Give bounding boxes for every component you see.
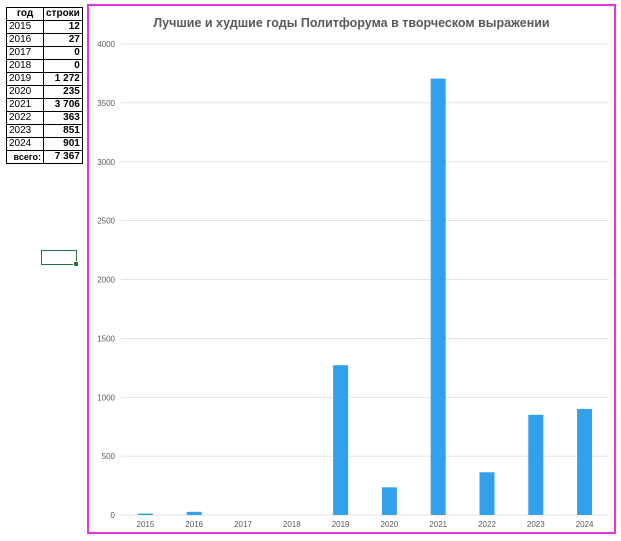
bar-2016[interactable] [186, 511, 202, 515]
selected-cell[interactable] [41, 250, 79, 267]
y-tick-label: 500 [102, 452, 116, 461]
table-row: 2020 235 [6, 85, 83, 99]
x-tick-label: 2015 [137, 520, 155, 529]
year-cell[interactable]: 2024 [6, 137, 44, 151]
y-tick-label: 1000 [97, 393, 115, 402]
table-row: 2018 0 [6, 59, 83, 73]
table-row: 2019 1 272 [6, 72, 83, 86]
year-cell[interactable]: 2023 [6, 124, 44, 138]
bar-2015[interactable] [137, 513, 153, 515]
x-tick-label: 2019 [332, 520, 350, 529]
table-row: 2024 901 [6, 137, 83, 151]
bar-2022[interactable] [479, 472, 495, 515]
chart-title: Лучшие и худшие годы Политфорума в творч… [153, 16, 550, 30]
table-row: 2023 851 [6, 124, 83, 138]
x-tick-label: 2023 [527, 520, 545, 529]
gridlines [121, 43, 609, 516]
x-axis-labels: 2015 2016 2017 2018 2019 2020 2021 2022 2023 2024 [137, 520, 595, 529]
y-tick-label: 2000 [97, 276, 115, 285]
year-cell[interactable]: 2022 [6, 111, 44, 125]
header-rows[interactable]: строки [43, 7, 83, 21]
y-tick-label: 3000 [97, 158, 115, 167]
bar-2024[interactable] [577, 408, 593, 515]
x-tick-label: 2022 [478, 520, 496, 529]
year-cell[interactable]: 2018 [6, 59, 44, 73]
year-cell[interactable]: 2019 [6, 72, 44, 86]
y-axis-labels: 0 500 1000 1500 2000 2500 3000 3500 4000 [97, 40, 115, 520]
y-tick-label: 0 [111, 511, 116, 520]
rows-cell[interactable]: 3 706 [43, 98, 83, 112]
rows-cell[interactable]: 1 272 [43, 72, 83, 86]
bars [137, 78, 593, 515]
chart-frame[interactable]: Лучшие и худшие годы Политфорума в творч… [87, 4, 616, 534]
y-tick-label: 2500 [97, 217, 115, 226]
rows-cell[interactable]: 901 [43, 137, 83, 151]
bar-2019[interactable] [333, 365, 349, 515]
table-row: 2016 27 [6, 33, 83, 47]
rows-cell[interactable]: 27 [43, 33, 83, 47]
x-tick-label: 2018 [283, 520, 301, 529]
x-tick-label: 2017 [234, 520, 252, 529]
year-cell[interactable]: 2020 [6, 85, 44, 99]
year-cell[interactable]: 2021 [6, 98, 44, 112]
y-tick-label: 4000 [97, 40, 115, 49]
table-header-row: год строки [6, 7, 83, 21]
rows-cell[interactable]: 363 [43, 111, 83, 125]
y-tick-label: 1500 [97, 334, 115, 343]
fill-handle[interactable] [73, 261, 79, 267]
x-tick-label: 2016 [185, 520, 203, 529]
rows-cell[interactable]: 235 [43, 85, 83, 99]
data-table: год строки 2015 12 2016 27 2017 0 2018 0 201… [6, 7, 83, 164]
rows-cell[interactable]: 0 [43, 59, 83, 73]
y-tick-label: 3500 [97, 99, 115, 108]
table-row: 2015 12 [6, 20, 83, 34]
x-tick-label: 2024 [576, 520, 594, 529]
bar-2020[interactable] [381, 487, 397, 515]
total-label-cell[interactable]: всего: [6, 150, 44, 164]
total-value-cell[interactable]: 7 367 [43, 150, 83, 164]
rows-cell[interactable]: 851 [43, 124, 83, 138]
x-tick-label: 2020 [381, 520, 399, 529]
bar-2021[interactable] [430, 78, 446, 515]
table-row: 2022 363 [6, 111, 83, 125]
x-tick-label: 2021 [429, 520, 447, 529]
year-cell[interactable]: 2016 [6, 33, 44, 47]
table-row: 2017 0 [6, 46, 83, 60]
year-cell[interactable]: 2015 [6, 20, 44, 34]
table-row: 2021 3 706 [6, 98, 83, 112]
header-year[interactable]: год [6, 7, 44, 21]
total-row: всего: 7 367 [6, 150, 83, 164]
bar-2023[interactable] [528, 414, 544, 515]
rows-cell[interactable]: 12 [43, 20, 83, 34]
rows-cell[interactable]: 0 [43, 46, 83, 60]
year-cell[interactable]: 2017 [6, 46, 44, 60]
